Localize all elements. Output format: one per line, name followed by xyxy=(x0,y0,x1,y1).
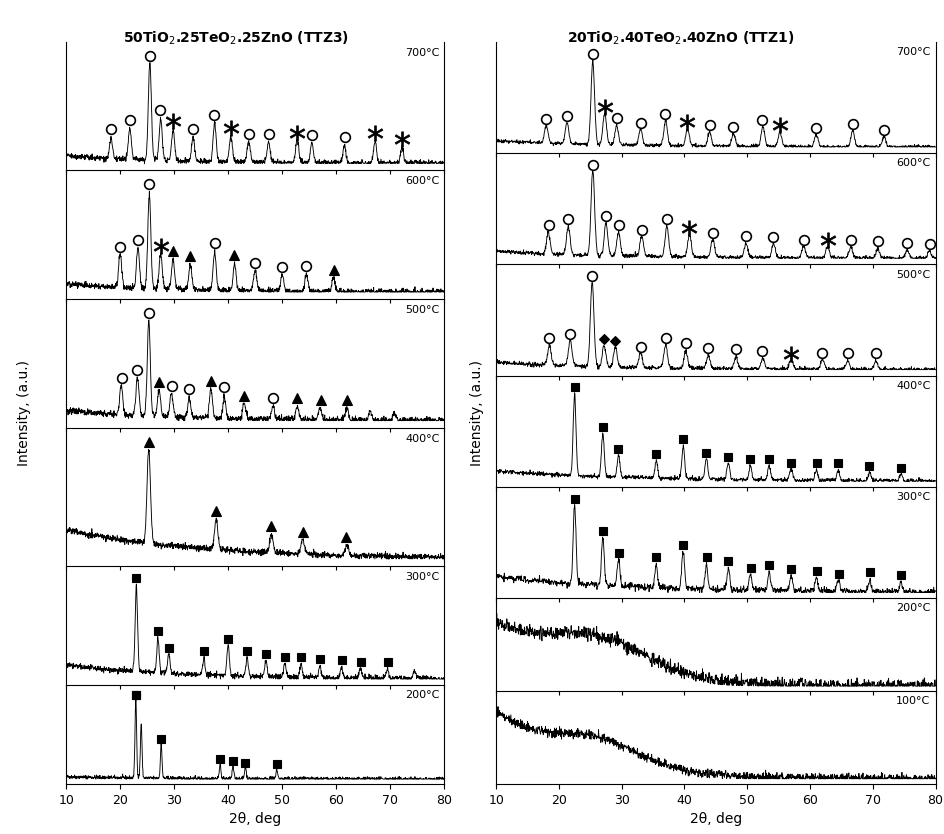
Text: 300°C: 300°C xyxy=(895,492,930,502)
Text: 300°C: 300°C xyxy=(405,572,439,582)
Text: 700°C: 700°C xyxy=(895,47,930,57)
Text: Intensity, (a.u.): Intensity, (a.u.) xyxy=(470,359,483,466)
Text: Intensity, (a.u.): Intensity, (a.u.) xyxy=(17,359,30,466)
Text: 100°C: 100°C xyxy=(895,696,930,706)
Text: 400°C: 400°C xyxy=(895,381,930,391)
Text: 600°C: 600°C xyxy=(405,177,439,187)
Text: 200°C: 200°C xyxy=(895,603,930,613)
Text: 200°C: 200°C xyxy=(405,690,439,700)
Text: 20TiO$_2$.40TeO$_2$.40ZnO (TTZ1): 20TiO$_2$.40TeO$_2$.40ZnO (TTZ1) xyxy=(566,29,793,47)
Text: 500°C: 500°C xyxy=(895,269,930,279)
X-axis label: 2θ, deg: 2θ, deg xyxy=(689,812,741,826)
Text: 50TiO$_2$.25TeO$_2$.25ZnO (TTZ3): 50TiO$_2$.25TeO$_2$.25ZnO (TTZ3) xyxy=(123,29,349,47)
Text: 700°C: 700°C xyxy=(405,48,439,58)
Text: 600°C: 600°C xyxy=(895,158,930,168)
X-axis label: 2θ, deg: 2θ, deg xyxy=(228,812,281,826)
Text: 500°C: 500°C xyxy=(405,305,439,315)
Text: 400°C: 400°C xyxy=(405,435,439,445)
